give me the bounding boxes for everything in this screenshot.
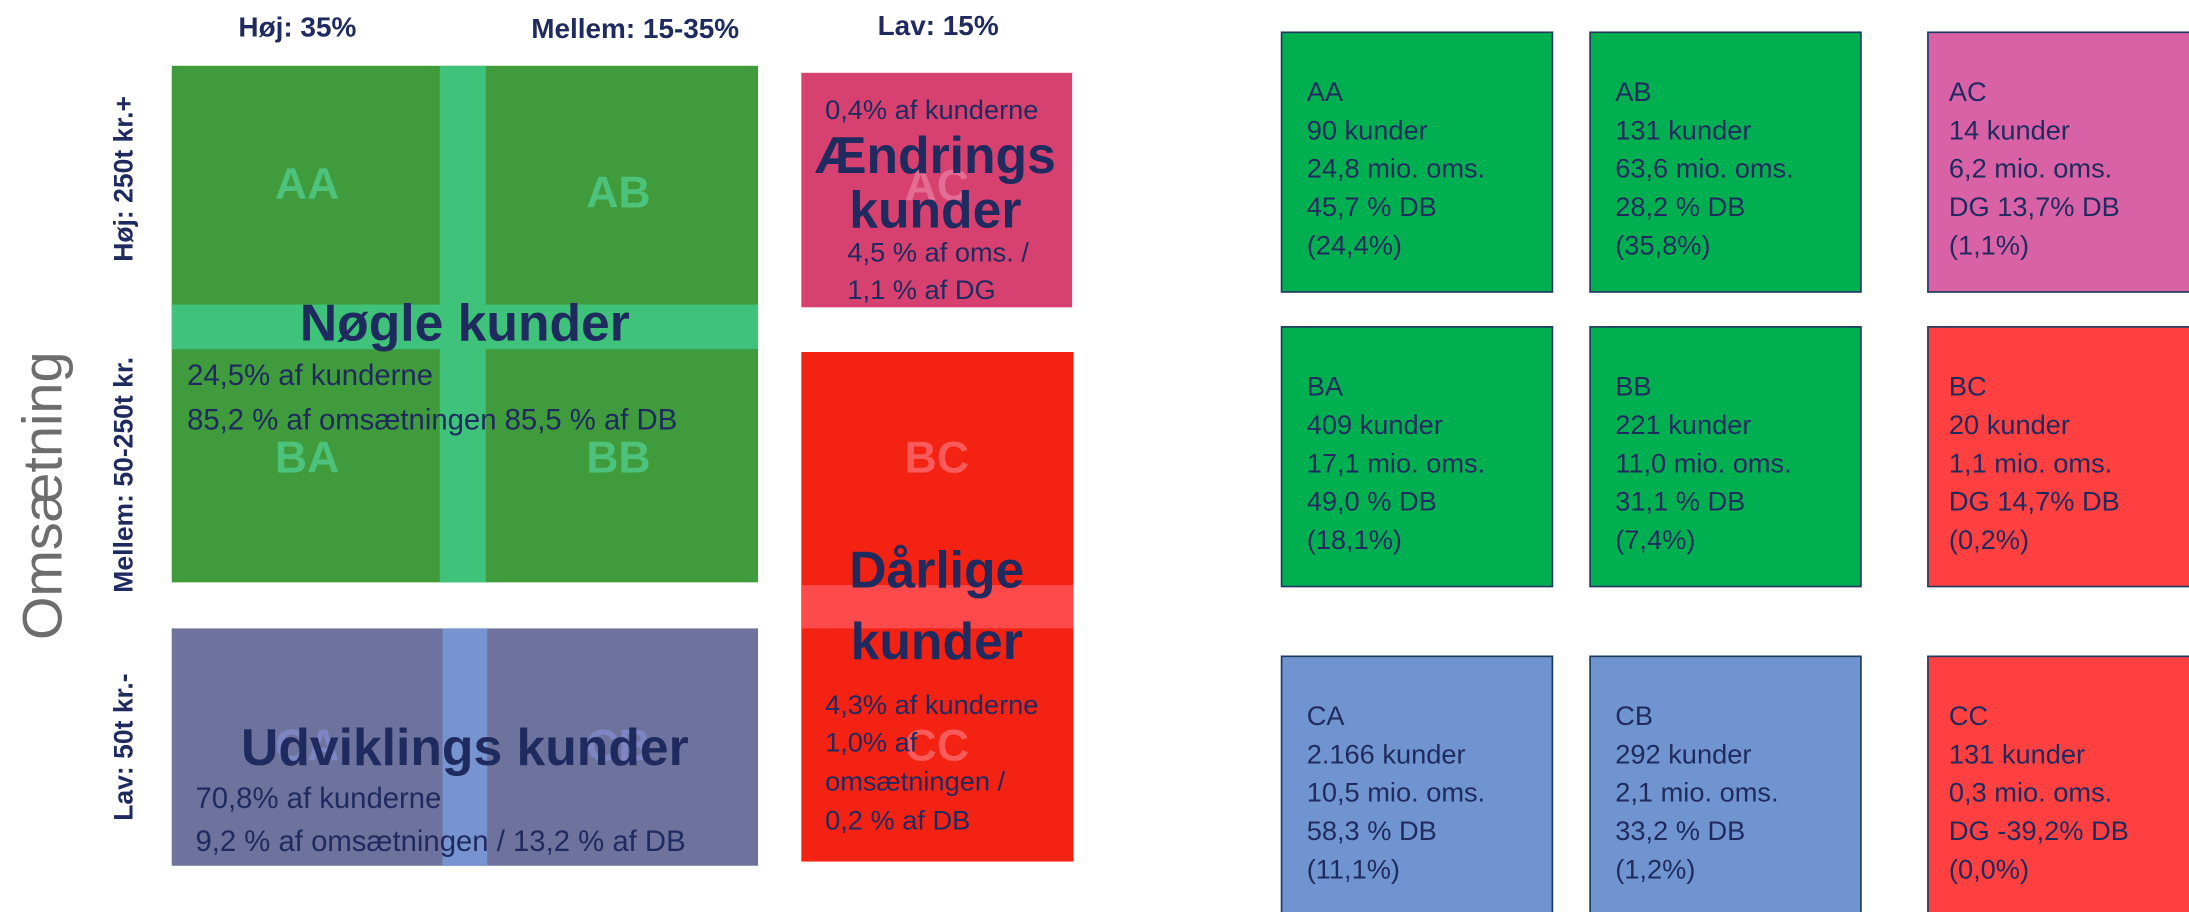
card-title: BA	[1307, 370, 1344, 401]
segment-text: omsætningen /	[825, 766, 1005, 797]
column-header: Lav: 15%	[878, 10, 999, 41]
card-grid: AA 90 kunder 24,8 mio. oms. 45,7 % DB (24,4%…	[1280, 31, 2189, 912]
card-title: CC	[1949, 700, 1988, 731]
card-text: 63,6 mio. oms.	[1615, 153, 1794, 184]
card-text: 409 kunder	[1307, 409, 1443, 440]
card-text: 131 kunder	[1949, 738, 2085, 769]
cell-label: CB	[586, 721, 651, 770]
card-box	[1280, 326, 1554, 588]
card-text: 14 kunder	[1949, 114, 2070, 145]
card-box	[1589, 655, 1862, 912]
row-header: Høj: 250t kr.+	[109, 96, 139, 262]
segment-text: 1,1 % af DG	[847, 274, 995, 305]
segment-text: 70,8% af kunderne	[195, 782, 441, 815]
card-text: DG -39,2% DB	[1949, 815, 2129, 846]
card-text: 24,8 mio. oms.	[1307, 153, 1486, 184]
column-header: Høj: 35%	[238, 11, 356, 42]
card-text: (0,2%)	[1949, 524, 2029, 555]
card-text: 2.166 kunder	[1307, 738, 1466, 769]
segment-text: 9,2 % af omsætningen / 13,2 % af DB	[195, 825, 685, 858]
cell-label: AB	[586, 168, 651, 217]
card-box	[1589, 31, 1862, 293]
card-text: (0,0%)	[1949, 854, 2029, 885]
card-title: CA	[1307, 700, 1346, 731]
cell-label: BC	[904, 434, 969, 483]
segment-text: 1,0% af	[825, 726, 918, 757]
card-text: 28,2 % DB	[1615, 191, 1745, 222]
card-text: 31,1 % DB	[1615, 486, 1745, 517]
cell-label: AC	[904, 161, 969, 210]
column-header: Mellem: 15-35%	[531, 13, 739, 44]
card-text: 45,7 % DB	[1307, 191, 1437, 222]
segment-title: kunder	[851, 612, 1023, 670]
segment-text: 0,2 % af DB	[825, 805, 970, 836]
card-text: (7,4%)	[1615, 524, 1695, 555]
card-box	[1589, 326, 1862, 588]
card-text: DG 13,7% DB	[1949, 191, 2120, 222]
segment-title: Ændrings	[815, 126, 1056, 184]
card-text: 20 kunder	[1949, 409, 2070, 440]
cell-label: BA	[275, 434, 340, 483]
card-title: CB	[1615, 700, 1653, 731]
cell-label: AA	[275, 160, 340, 209]
segment-band	[171, 304, 759, 350]
axis-label: Omsætning	[10, 352, 73, 641]
card-text: 1,1 mio. oms.	[1949, 447, 2112, 478]
card-title: BC	[1949, 370, 1987, 401]
segment-text: 4,3% af kunderne	[825, 689, 1038, 720]
card-box	[1280, 655, 1554, 912]
card-text: 11,0 mio. oms.	[1615, 447, 1791, 478]
card-title: AA	[1307, 76, 1344, 107]
card-text: 10,5 mio. oms.	[1307, 777, 1486, 808]
card-box	[1927, 655, 2189, 912]
segment-band	[442, 628, 488, 866]
row-header: Lav: 50t kr.-	[109, 673, 139, 820]
card-text: 49,0 % DB	[1307, 486, 1437, 517]
card-title: BB	[1615, 370, 1651, 401]
segment-text: 0,4% af kunderne	[825, 94, 1038, 125]
card-text: (24,4%)	[1307, 229, 1402, 260]
card-text: (1,2%)	[1615, 854, 1695, 885]
card-text: 33,2 % DB	[1615, 815, 1745, 846]
card-title: AC	[1949, 76, 1987, 107]
segment-text: 85,2 % af omsætningen 85,5 % af DB	[187, 404, 677, 437]
card-text: 17,1 mio. oms.	[1307, 447, 1486, 478]
segment-band	[801, 585, 1074, 629]
card-text: (1,1%)	[1949, 229, 2029, 260]
segment-text: 24,5% af kunderne	[187, 359, 433, 392]
card-text: (11,1%)	[1307, 854, 1400, 885]
card-text: (35,8%)	[1615, 229, 1710, 260]
segment-title: Udviklings kunder	[241, 718, 689, 776]
card-text: 2,1 mio. oms.	[1615, 777, 1778, 808]
card-box	[1280, 31, 1554, 293]
card-text: 221 kunder	[1615, 409, 1751, 440]
card-text: 90 kunder	[1307, 114, 1428, 145]
card-box	[1927, 31, 2189, 293]
card-text: 6,2 mio. oms.	[1949, 153, 2112, 184]
card-text: 292 kunder	[1615, 738, 1751, 769]
segment-title: Nøgle kunder	[300, 294, 630, 352]
segment-title: Dårlige	[849, 541, 1024, 599]
card-text: 131 kunder	[1615, 114, 1751, 145]
cell-label: BB	[586, 434, 651, 483]
cell-label: CC	[904, 721, 969, 770]
card-text: 58,3 % DB	[1307, 815, 1437, 846]
segment-text: 4,5 % af oms. /	[847, 236, 1029, 267]
card-box	[1927, 326, 2189, 588]
card-text: DG 14,7% DB	[1949, 486, 2120, 517]
card-title: AB	[1615, 76, 1651, 107]
segment-block	[801, 72, 1073, 308]
row-header: Mellem: 50-250t kr.	[109, 357, 139, 593]
card-text: 0,3 mio. oms.	[1949, 777, 2112, 808]
card-text: (18,1%)	[1307, 524, 1402, 555]
cell-label: CA	[275, 721, 340, 770]
segment-title: kunder	[849, 180, 1021, 238]
